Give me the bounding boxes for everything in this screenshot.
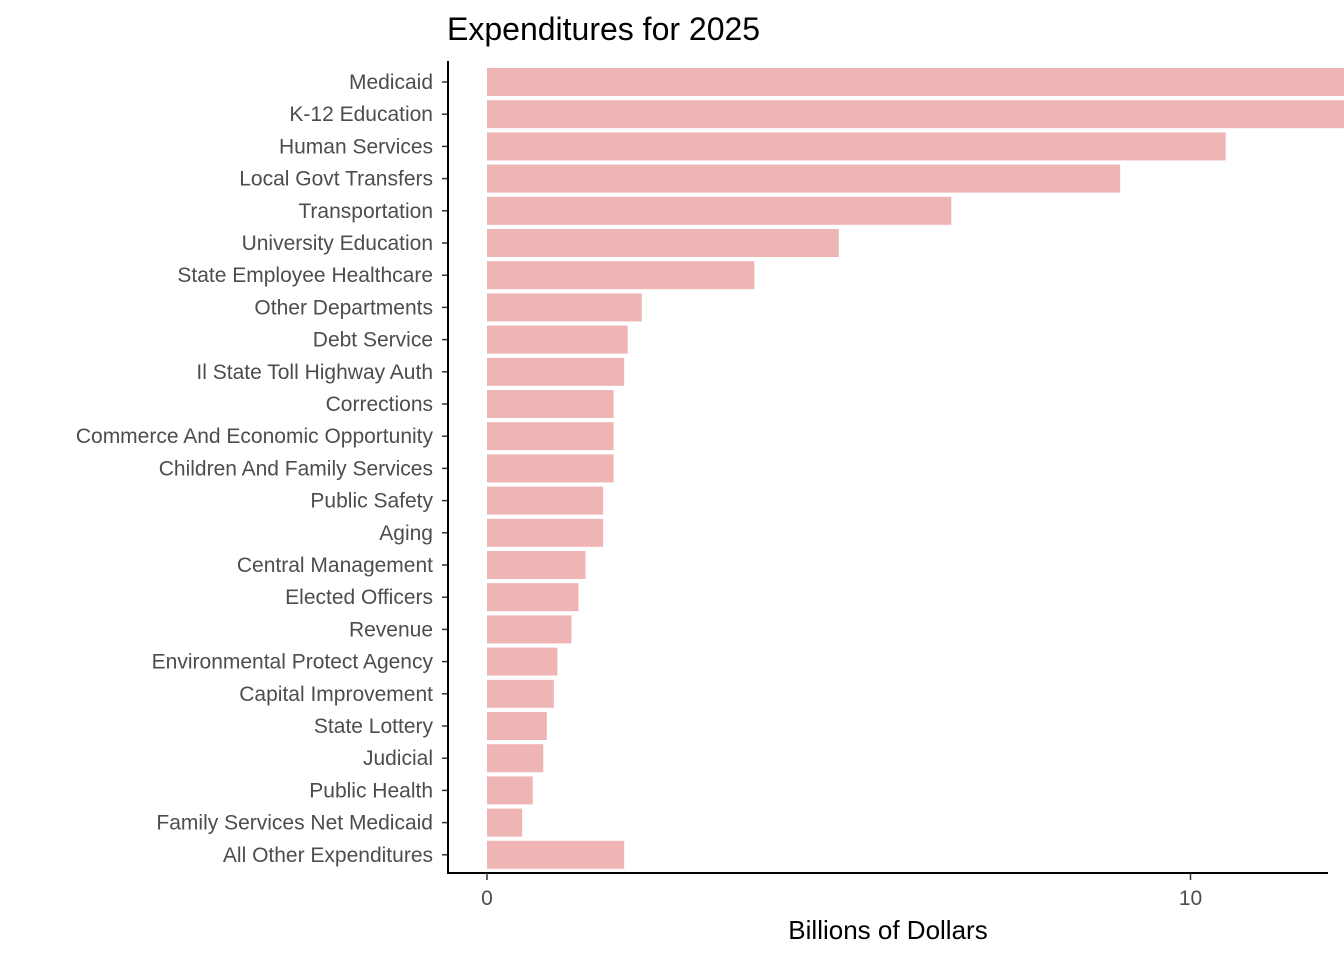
bar-19 <box>487 679 554 708</box>
category-label-0: Medicaid <box>349 71 433 94</box>
bar-3 <box>487 164 1121 193</box>
category-label-21: Judicial <box>363 747 433 770</box>
bars-layer <box>487 68 1344 869</box>
category-label-2: Human Services <box>279 135 433 158</box>
bar-23 <box>487 808 523 837</box>
category-label-12: Children And Family Services <box>159 457 433 480</box>
bar-18 <box>487 647 558 676</box>
bar-14 <box>487 518 604 547</box>
chart-title: Expenditures for 2025 <box>447 11 760 47</box>
bar-24 <box>487 840 625 869</box>
x-axis-title: Billions of Dollars <box>788 915 987 945</box>
bar-9 <box>487 357 625 386</box>
bar-2 <box>487 132 1226 161</box>
category-label-7: Other Departments <box>254 296 433 319</box>
category-label-6: State Employee Healthcare <box>177 264 433 287</box>
category-labels: Medicaid K-12 Education Human Services Loca… <box>76 71 448 867</box>
category-label-13: Public Safety <box>310 490 433 513</box>
category-label-3: Local Govt Transfers <box>239 168 433 191</box>
bar-22 <box>487 776 533 805</box>
bar-16 <box>487 583 579 612</box>
bar-5 <box>487 229 839 257</box>
category-label-8: Debt Service <box>313 329 433 352</box>
category-label-11: Commerce And Economic Opportunity <box>76 425 434 448</box>
category-label-15: Central Management <box>237 554 433 577</box>
bar-6 <box>487 261 755 290</box>
category-label-20: State Lottery <box>314 715 434 738</box>
category-label-24: All Other Expenditures <box>223 844 433 867</box>
x-axis-ticks: 0102030 <box>481 873 1202 910</box>
bar-13 <box>487 486 604 515</box>
category-label-18: Environmental Protect Agency <box>152 651 434 674</box>
x-tick-label-1: 10 <box>1179 887 1202 910</box>
bar-17 <box>487 615 572 644</box>
category-label-16: Elected Officers <box>285 586 433 609</box>
bar-4 <box>487 196 952 225</box>
category-label-10: Corrections <box>326 393 433 416</box>
category-label-1: K-12 Education <box>289 103 433 126</box>
bar-12 <box>487 454 614 483</box>
bar-20 <box>487 712 547 740</box>
category-label-23: Family Services Net Medicaid <box>156 812 433 835</box>
category-label-4: Transportation <box>298 200 433 223</box>
bar-11 <box>487 422 614 451</box>
bar-15 <box>487 551 586 579</box>
category-label-14: Aging <box>379 522 433 545</box>
bar-7 <box>487 293 642 322</box>
bar-1 <box>487 100 1344 129</box>
category-label-5: University Education <box>242 232 433 255</box>
bar-10 <box>487 390 614 418</box>
bar-8 <box>487 325 628 354</box>
category-label-17: Revenue <box>349 618 433 641</box>
bar-21 <box>487 744 544 773</box>
category-label-9: Il State Toll Highway Auth <box>196 361 433 384</box>
category-label-19: Capital Improvement <box>239 683 433 706</box>
bar-0 <box>487 68 1344 96</box>
x-tick-label-0: 0 <box>481 887 493 910</box>
category-label-22: Public Health <box>309 779 433 802</box>
